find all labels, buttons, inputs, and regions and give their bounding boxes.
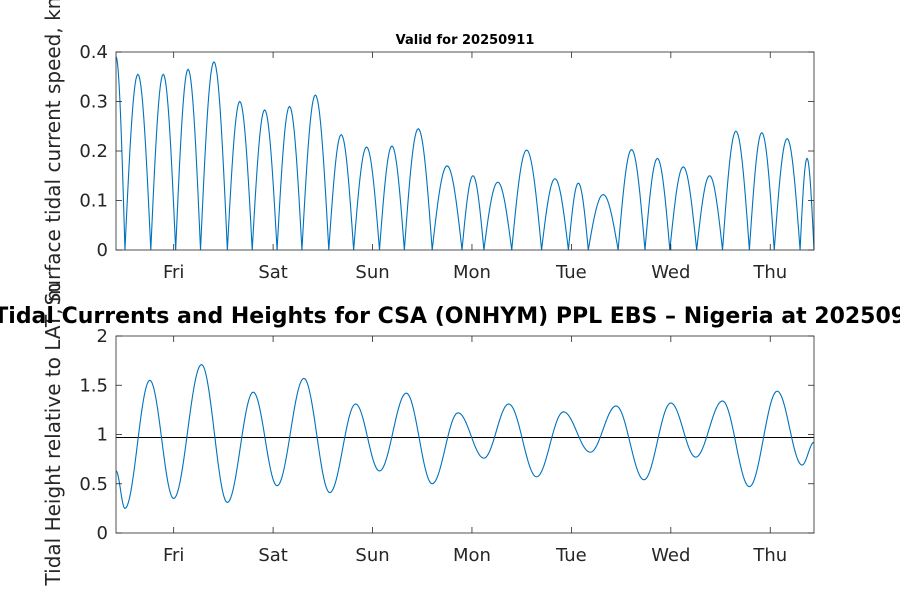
- x-tick-label: Sat: [258, 545, 288, 566]
- x-tick-label: Thu: [752, 262, 787, 283]
- y-tick-label: 0.3: [79, 92, 108, 113]
- x-tick-label: Tue: [555, 545, 587, 566]
- y-tick-label: 0.4: [79, 42, 108, 63]
- y-axis-label: Tidal Height relative to LAT, m: [41, 283, 65, 587]
- y-tick-label: 0: [97, 523, 108, 544]
- x-tick-label: Tue: [555, 262, 587, 283]
- y-tick-label: 0.2: [79, 141, 108, 162]
- x-tick-label: Thu: [752, 545, 787, 566]
- tidal-height-line: [115, 363, 815, 510]
- x-tick-label: Fri: [163, 545, 184, 566]
- tidal-height-panel: 0 0.5 1 1.5 2 Fri Sat Sun Mon Tue Wed Thu Tidal Hei…: [0, 283, 900, 587]
- figure-title: Tidal Currents and Heights for CSA (ONHY…: [0, 304, 900, 329]
- y-tick-label: 0.1: [79, 191, 108, 212]
- y-tick-label: 0.5: [79, 474, 108, 495]
- x-tick-label: Wed: [651, 262, 690, 283]
- ticks: 0 0.5 1 1.5 2 Fri Sat Sun Mon Tue Wed Thu: [79, 326, 814, 566]
- chart-title: Valid for 20250911: [396, 33, 535, 48]
- plot-area: [116, 336, 814, 533]
- y-tick-label: 2: [97, 326, 108, 347]
- x-tick-label: Sun: [355, 262, 389, 283]
- x-tick-label: Fri: [163, 262, 184, 283]
- x-tick-label: Mon: [453, 262, 491, 283]
- current-speed-panel: 0 0.1 0.2 0.3 0.4 Fri Sat Sun Mon Tue Wed Thu Valid…: [41, 0, 815, 305]
- y-tick-label: 1: [97, 425, 108, 446]
- x-tick-label: Sat: [258, 262, 288, 283]
- x-tick-label: Mon: [453, 545, 491, 566]
- y-tick-label: 0: [97, 240, 108, 261]
- x-tick-label: Wed: [651, 545, 690, 566]
- y-tick-label: 1.5: [79, 375, 108, 396]
- x-tick-label: Sun: [355, 545, 389, 566]
- ticks: 0 0.1 0.2 0.3 0.4 Fri Sat Sun Mon Tue Wed Thu: [79, 42, 814, 283]
- y-axis-label: Surface tidal current speed, kn: [41, 0, 65, 305]
